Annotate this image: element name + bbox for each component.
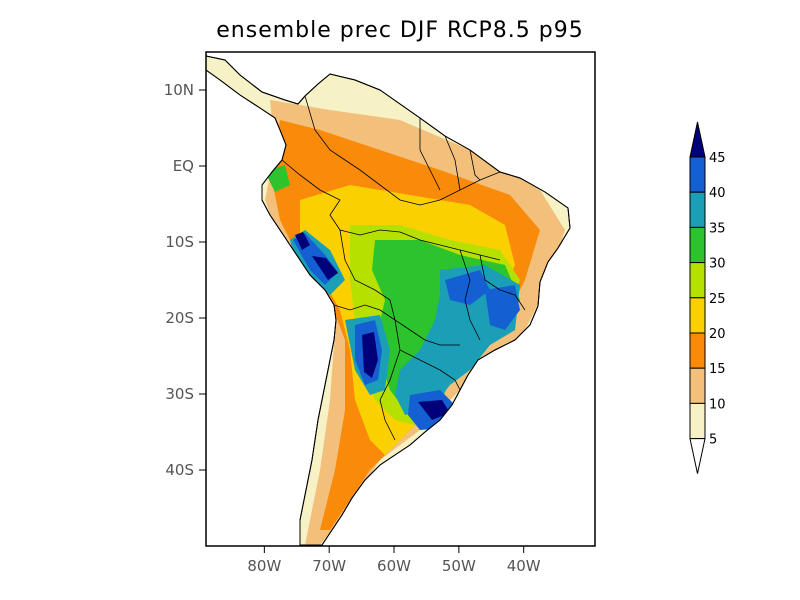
colorbar-label: 40 — [709, 186, 726, 201]
colorbar-label: 30 — [709, 257, 726, 272]
coastline — [205, 55, 571, 546]
colorbar-box — [689, 297, 706, 334]
colorbar-label: 10 — [709, 397, 726, 412]
colorbar-label: 25 — [709, 292, 726, 307]
lat-tick-label: 10S — [165, 233, 194, 251]
country-borders — [281, 95, 526, 441]
lon-axis: 80W 70W 60W 50W 40W — [247, 546, 541, 575]
lat-tick-label: 40S — [165, 461, 194, 479]
colorbar-box — [689, 402, 706, 440]
colorbar-label: 45 — [709, 151, 726, 166]
colorbar-box — [689, 367, 706, 404]
colorbar-label: 5 — [709, 433, 717, 448]
colorbar-box — [689, 332, 706, 369]
colorbar-min-triangle — [689, 438, 706, 474]
colorbar-box — [689, 191, 706, 228]
colorbar: 45 40 35 30 25 20 15 10 5 — [689, 121, 726, 474]
lat-tick-label: 20S — [165, 309, 194, 327]
lat-tick-label: 30S — [165, 385, 194, 403]
lon-tick-label: 70W — [312, 557, 346, 575]
lat-tick-label: 10N — [164, 81, 194, 99]
colorbar-box — [689, 262, 706, 299]
map-border — [205, 51, 596, 547]
lon-tick-label: 40W — [507, 557, 541, 575]
colorbar-box — [689, 226, 706, 264]
lat-tick-label: EQ — [173, 157, 194, 175]
lon-tick-label: 50W — [442, 557, 476, 575]
lon-tick-label: 60W — [377, 557, 411, 575]
map-title: ensemble prec DJF RCP8.5 p95 — [216, 18, 584, 43]
colorbar-max-triangle — [689, 121, 706, 158]
colorbar-label: 15 — [709, 362, 726, 377]
colorbar-label: 35 — [709, 221, 726, 236]
colorbar-label: 20 — [709, 327, 726, 342]
lat-axis: 10N EQ 10S 20S 30S 40S — [164, 81, 206, 479]
lon-tick-label: 80W — [247, 557, 281, 575]
colorbar-box — [689, 156, 706, 193]
